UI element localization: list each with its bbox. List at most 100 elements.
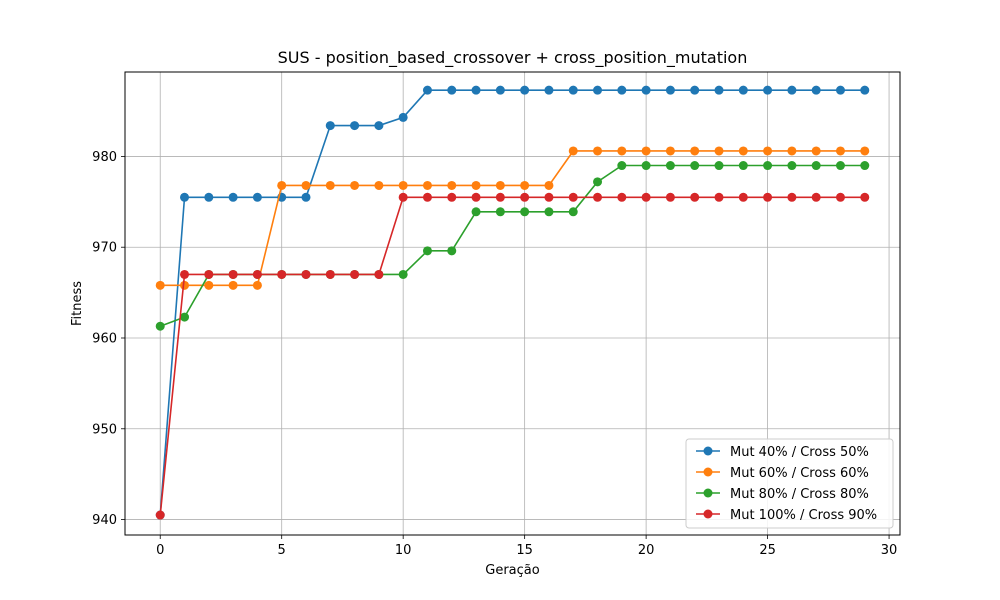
series-1 <box>155 85 870 520</box>
x-tick-label: 0 <box>156 543 164 558</box>
data-point <box>690 146 700 156</box>
data-point <box>860 161 870 171</box>
data-point <box>204 192 214 202</box>
data-point <box>593 85 603 95</box>
x-tick-label: 15 <box>516 543 533 558</box>
data-point <box>495 207 505 217</box>
data-point <box>617 146 627 156</box>
data-point <box>714 161 724 171</box>
data-point <box>422 85 432 95</box>
data-point <box>568 85 578 95</box>
data-point <box>228 280 238 290</box>
data-point <box>690 85 700 95</box>
data-point <box>811 192 821 202</box>
series-4 <box>155 192 870 520</box>
grid <box>125 72 900 535</box>
data-point <box>738 192 748 202</box>
data-point <box>422 192 432 202</box>
data-point <box>665 85 675 95</box>
legend-label: Mut 40% / Cross 50% <box>730 445 869 460</box>
y-tick-label: 980 <box>92 150 117 165</box>
data-point <box>277 180 287 190</box>
data-point <box>252 192 262 202</box>
data-point <box>471 192 481 202</box>
data-point <box>520 192 530 202</box>
data-point <box>617 161 627 171</box>
legend-label: Mut 60% / Cross 60% <box>730 466 869 481</box>
data-point <box>763 161 773 171</box>
data-point <box>835 161 845 171</box>
data-point <box>301 192 311 202</box>
data-point <box>860 192 870 202</box>
data-point <box>811 161 821 171</box>
legend-label: Mut 100% / Cross 90% <box>730 508 877 523</box>
data-point <box>738 161 748 171</box>
data-point <box>593 192 603 202</box>
data-point <box>763 85 773 95</box>
y-tick-label: 940 <box>92 513 117 528</box>
data-point <box>374 180 384 190</box>
data-point <box>277 269 287 279</box>
legend-item: Mut 40% / Cross 50% <box>696 445 869 460</box>
data-point <box>301 180 311 190</box>
data-point <box>447 246 457 256</box>
data-point <box>350 121 360 131</box>
data-point <box>520 85 530 95</box>
data-point <box>471 207 481 217</box>
data-point <box>155 280 165 290</box>
data-point <box>835 192 845 202</box>
data-point <box>665 192 675 202</box>
data-point <box>471 85 481 95</box>
data-point <box>204 280 214 290</box>
data-point <box>568 207 578 217</box>
y-axis-title: Fitness <box>70 281 85 326</box>
data-point <box>787 161 797 171</box>
y-axis-ticks: 940 950 960 970 980 <box>92 150 125 528</box>
data-point <box>228 269 238 279</box>
data-point <box>252 269 262 279</box>
data-point <box>155 510 165 520</box>
legend-marker <box>703 509 713 519</box>
plot-frame <box>124 71 901 536</box>
data-point <box>568 146 578 156</box>
data-point <box>714 192 724 202</box>
data-point <box>180 192 190 202</box>
data-point <box>204 269 214 279</box>
data-point <box>787 85 797 95</box>
data-point <box>422 246 432 256</box>
data-point <box>544 192 554 202</box>
data-point <box>714 85 724 95</box>
data-point <box>325 180 335 190</box>
legend-item: Mut 80% / Cross 80% <box>696 487 869 502</box>
y-tick-label: 970 <box>92 241 117 256</box>
data-point <box>447 85 457 95</box>
data-point <box>811 146 821 156</box>
data-point <box>398 112 408 122</box>
data-point <box>763 192 773 202</box>
data-point <box>447 192 457 202</box>
legend-item: Mut 100% / Cross 90% <box>696 508 877 523</box>
data-point <box>835 85 845 95</box>
legend: Mut 40% / Cross 50% Mut 60% / Cross 60% Mu… <box>685 438 894 529</box>
legend-box <box>685 438 894 529</box>
y-tick-label: 960 <box>92 331 117 346</box>
series-layer <box>155 85 870 520</box>
x-tick-label: 20 <box>638 543 655 558</box>
data-point <box>471 180 481 190</box>
data-point <box>641 146 651 156</box>
data-point <box>398 269 408 279</box>
data-point <box>301 269 311 279</box>
data-point <box>544 207 554 217</box>
data-point <box>641 85 651 95</box>
data-point <box>835 146 845 156</box>
data-point <box>665 161 675 171</box>
data-point <box>763 146 773 156</box>
data-point <box>350 269 360 279</box>
x-axis-title: Geração <box>485 563 539 578</box>
x-axis-ticks: 0 5 10 15 20 25 30 <box>156 535 897 558</box>
data-point <box>350 180 360 190</box>
data-point <box>544 180 554 190</box>
legend-item: Mut 60% / Cross 60% <box>696 466 869 481</box>
data-point <box>787 146 797 156</box>
